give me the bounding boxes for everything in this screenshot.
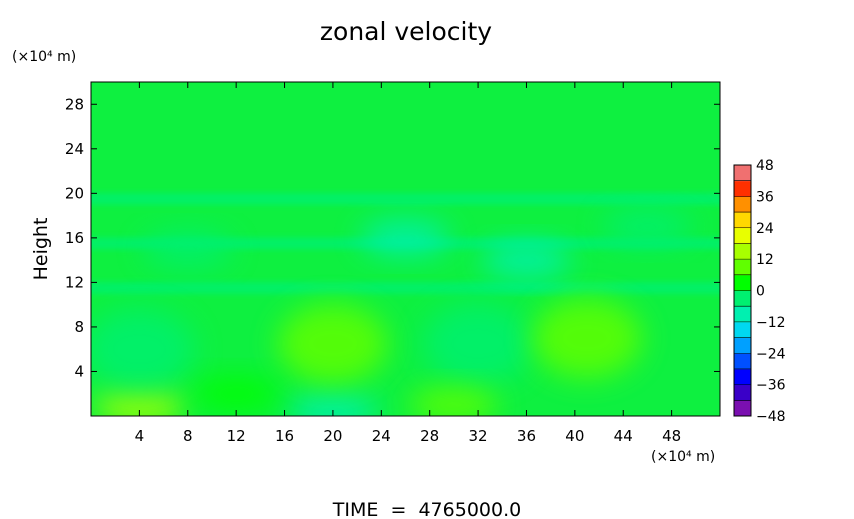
colorbar-tick-label: −24 bbox=[756, 346, 786, 362]
x-tick-label: 40 bbox=[565, 427, 584, 445]
colorbar-level bbox=[734, 274, 751, 291]
velocity-field bbox=[91, 192, 720, 416]
y-axis: 4 8 12 16 20 24 28 bbox=[65, 95, 720, 380]
colorbar-level bbox=[734, 196, 751, 213]
colorbar-level bbox=[734, 353, 751, 370]
colorbar-level bbox=[734, 180, 751, 197]
colorbar-tick-label: 36 bbox=[756, 189, 774, 205]
colorbar-level bbox=[734, 165, 751, 182]
colorbar-tick-label: −36 bbox=[756, 378, 786, 394]
x-tick-label: 12 bbox=[227, 427, 246, 445]
y-tick-label: 28 bbox=[65, 95, 84, 113]
y-tick-label: 24 bbox=[65, 140, 84, 158]
colorbar-level bbox=[734, 337, 751, 354]
colorbar-frame bbox=[733, 164, 752, 417]
field-blob-0 bbox=[94, 389, 185, 416]
x-tick-label: 8 bbox=[183, 427, 193, 445]
field-blob-5 bbox=[531, 298, 642, 379]
field-blob-8 bbox=[360, 219, 451, 256]
colorbar-level bbox=[734, 321, 751, 339]
field-blob-6 bbox=[408, 386, 499, 416]
field-blob-10 bbox=[142, 231, 233, 267]
plot-area bbox=[91, 82, 720, 416]
colorbar-level bbox=[734, 212, 751, 229]
y-tick-label: 8 bbox=[74, 318, 84, 336]
field-blob-4 bbox=[423, 303, 534, 384]
colorbar-tick-label: 0 bbox=[756, 284, 765, 300]
colorbar-tick-label: 24 bbox=[756, 221, 774, 237]
x-tick-label: 32 bbox=[469, 427, 488, 445]
colorbar-tick-label: 12 bbox=[756, 252, 774, 268]
colorbar-tick-label: −48 bbox=[756, 409, 786, 425]
colorbar-level bbox=[734, 259, 751, 276]
x-tick-label: 48 bbox=[662, 427, 681, 445]
x-unit-label: (×10⁴ m) bbox=[651, 449, 715, 465]
colorbar-tick-label: 48 bbox=[756, 158, 774, 174]
x-tick-label: 4 bbox=[135, 427, 145, 445]
colorbar-level bbox=[734, 368, 751, 386]
colorbar-level bbox=[734, 306, 751, 323]
field-blob-9 bbox=[481, 242, 572, 279]
colorbar-level bbox=[734, 227, 751, 244]
field-blob-3 bbox=[277, 303, 388, 384]
shear-band-0 bbox=[91, 281, 720, 294]
colorbar-level bbox=[734, 290, 751, 307]
x-tick-label: 16 bbox=[275, 427, 294, 445]
x-tick-label: 20 bbox=[323, 427, 342, 445]
colorbar-level bbox=[734, 400, 751, 417]
plot-frame bbox=[90, 81, 721, 417]
y-tick-label: 20 bbox=[65, 184, 84, 202]
field-blob-2 bbox=[91, 309, 195, 390]
y-axis-label: Height bbox=[30, 218, 52, 281]
colorbar-level bbox=[734, 384, 751, 401]
colorbar: 48 36 24 12 0 −12 −24 −36 −48 bbox=[733, 158, 786, 425]
x-tick-label: 36 bbox=[517, 427, 536, 445]
y-tick-label: 4 bbox=[74, 362, 84, 380]
shear-band-2 bbox=[91, 192, 720, 205]
x-tick-label: 44 bbox=[614, 427, 633, 445]
colorbar-tick-label: −12 bbox=[756, 315, 786, 331]
y-tick-label: 16 bbox=[65, 229, 84, 247]
x-axis: 4 8 12 16 20 24 28 32 36 40 44 48 bbox=[135, 82, 681, 445]
time-footer: TIME = 4765000.0 bbox=[332, 499, 521, 519]
colorbar-level bbox=[734, 243, 751, 260]
x-tick-label: 24 bbox=[372, 427, 391, 445]
field-blob-1 bbox=[287, 393, 378, 416]
x-tick-label: 28 bbox=[420, 427, 439, 445]
y-unit-label: (×10⁴ m) bbox=[12, 49, 76, 65]
chart-title: zonal velocity bbox=[320, 17, 492, 46]
field-blob-11 bbox=[602, 208, 693, 245]
field-blob-7 bbox=[191, 375, 282, 412]
y-tick-label: 12 bbox=[65, 273, 84, 291]
